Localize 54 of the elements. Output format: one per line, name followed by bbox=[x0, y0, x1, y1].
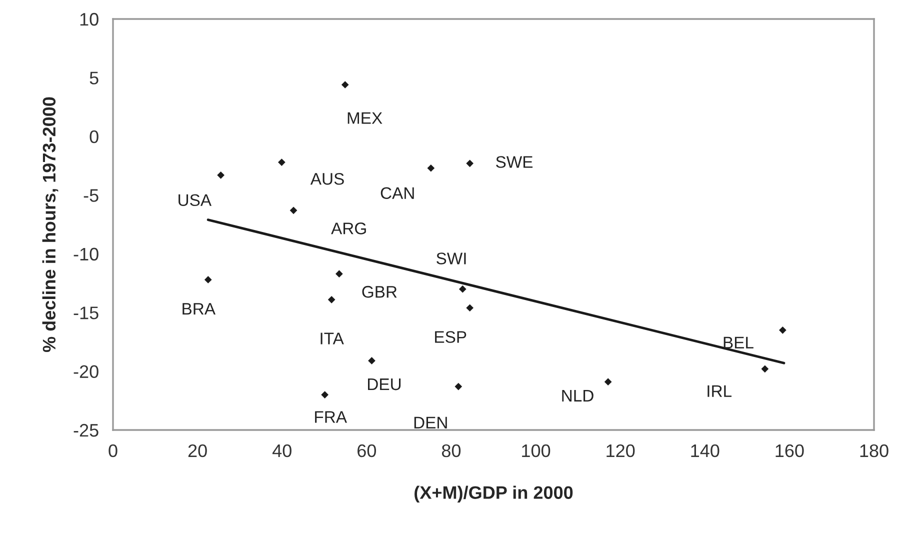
x-tick-label: 120 bbox=[606, 444, 635, 458]
annotation: ESP bbox=[435, 331, 466, 343]
point bbox=[341, 81, 349, 88]
annotation: BEL bbox=[724, 336, 754, 348]
annotation: USA bbox=[178, 194, 212, 206]
y-tick-label: -10 bbox=[74, 248, 98, 261]
annotation: MEX bbox=[348, 112, 382, 124]
annotation: IRL bbox=[708, 385, 732, 397]
x-tick-label: 60 bbox=[358, 444, 376, 458]
x-tick-label: 0 bbox=[108, 444, 118, 458]
y-tick-label: 0 bbox=[90, 130, 98, 144]
annotation: DEU bbox=[368, 378, 401, 390]
x-tick-label: 20 bbox=[188, 444, 207, 458]
point bbox=[427, 164, 435, 172]
point bbox=[290, 206, 298, 214]
annotation: FRA bbox=[315, 411, 347, 423]
y-tick-label: -5 bbox=[84, 189, 98, 202]
annotation: BRA bbox=[182, 303, 216, 315]
x-tick-label: 160 bbox=[776, 444, 804, 458]
x-tick-label: 100 bbox=[522, 444, 550, 458]
x-tick-label: 140 bbox=[691, 444, 720, 458]
y-tick-label: -25 bbox=[74, 424, 98, 437]
point bbox=[466, 304, 474, 312]
annotation: GBR bbox=[362, 286, 397, 298]
annotation: ITA bbox=[320, 332, 344, 344]
annotation: AUS bbox=[310, 172, 344, 185]
point bbox=[336, 270, 343, 278]
annotation: DEN bbox=[414, 416, 447, 428]
annotation: SWE bbox=[496, 156, 533, 168]
y-tick-label: -20 bbox=[74, 365, 98, 378]
point bbox=[328, 296, 336, 304]
point bbox=[466, 160, 474, 168]
point bbox=[278, 158, 286, 166]
annotation: SWI bbox=[436, 252, 466, 264]
point bbox=[604, 378, 612, 386]
point bbox=[368, 357, 376, 364]
y-tick-label: -15 bbox=[74, 306, 98, 320]
x-tick-label: 80 bbox=[442, 444, 461, 458]
point bbox=[217, 172, 224, 179]
annotation: ARG bbox=[331, 222, 366, 234]
point bbox=[761, 365, 769, 373]
x-tick-label: 40 bbox=[272, 444, 292, 458]
x-tick-label: 180 bbox=[860, 444, 888, 458]
y-tick-label: 10 bbox=[80, 12, 98, 26]
point bbox=[204, 276, 212, 284]
point bbox=[779, 326, 786, 334]
annotation: CAN bbox=[380, 187, 414, 199]
x-axis-title: (X+M)/GDP in 2000 bbox=[414, 486, 573, 503]
y-tick-label: 5 bbox=[90, 72, 98, 84]
point bbox=[454, 382, 462, 390]
annotation: NLD bbox=[562, 390, 594, 402]
y-axis-title: % decline in hours, 1973-2000 bbox=[42, 97, 58, 352]
point bbox=[458, 285, 466, 293]
point bbox=[321, 391, 328, 398]
